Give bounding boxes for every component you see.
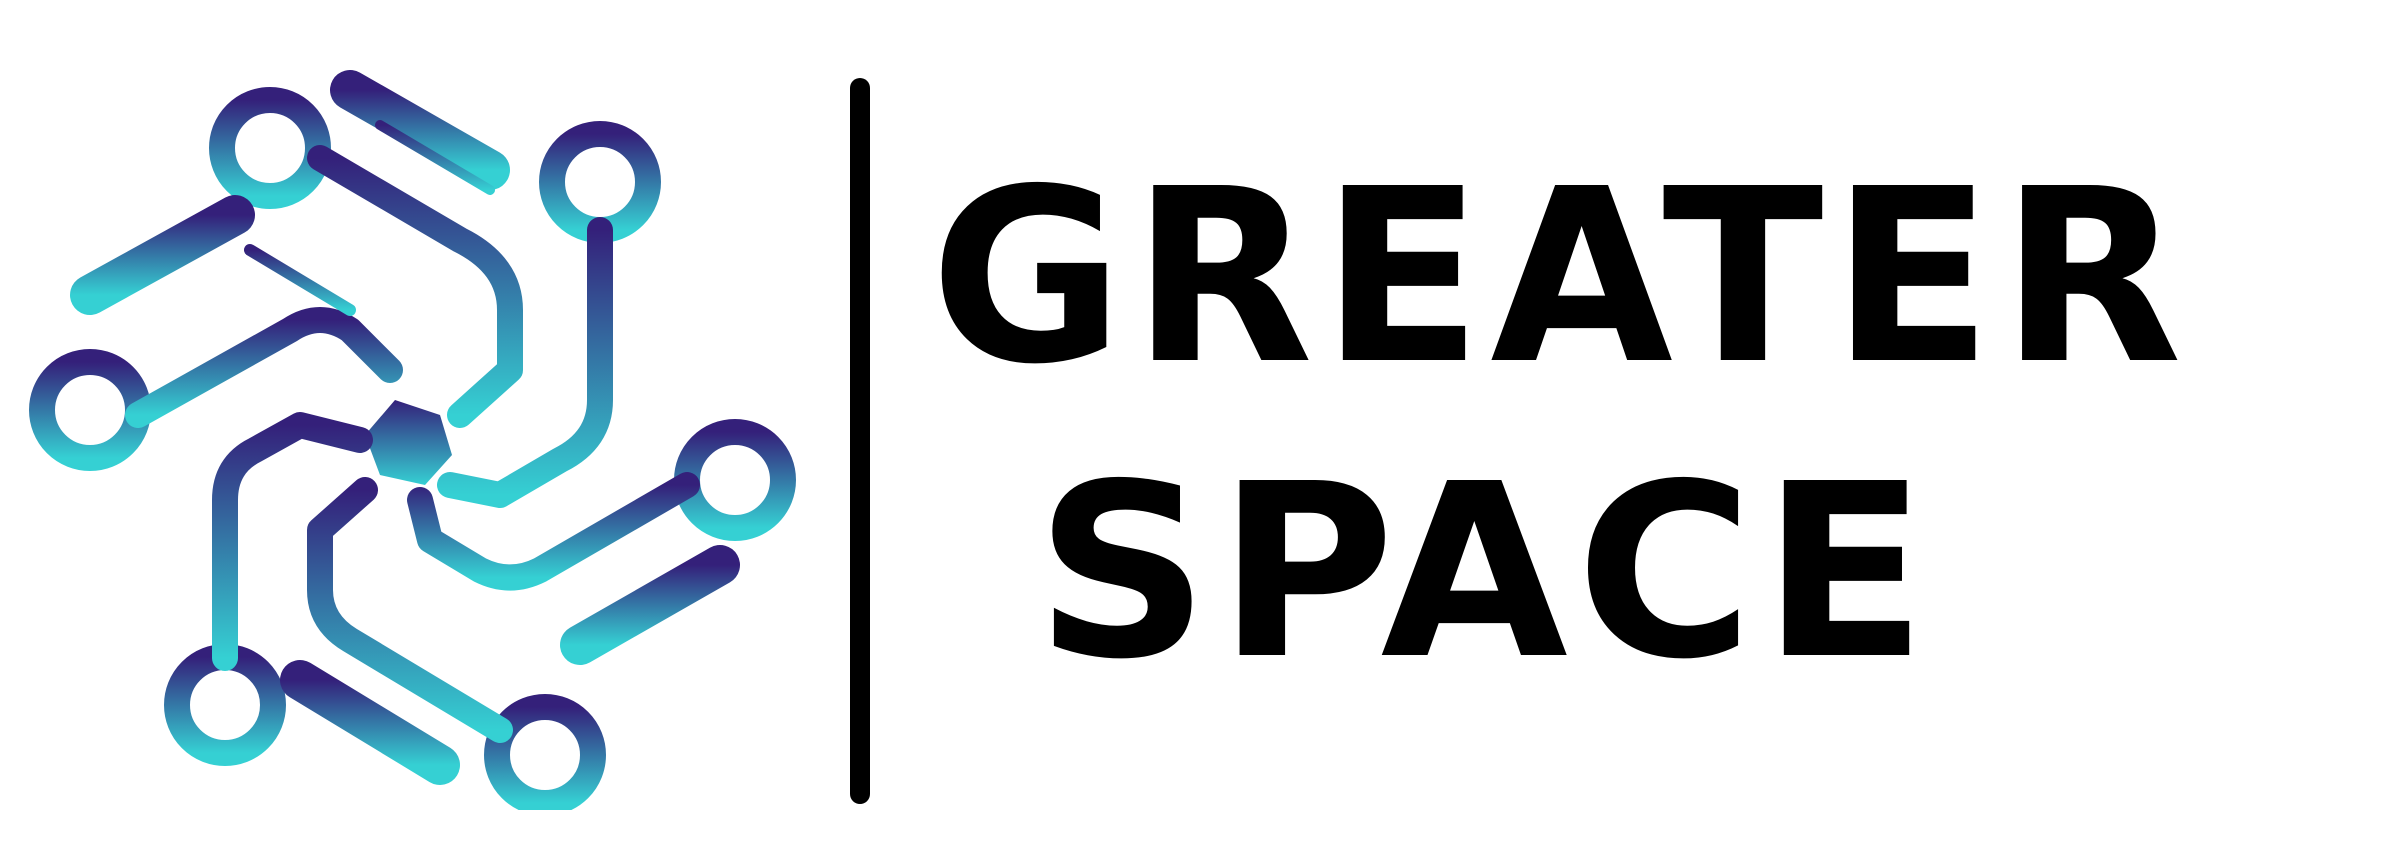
vertical-divider [850, 78, 870, 804]
logo-mark-icon [20, 70, 800, 816]
brand-name-line2: SPACE [1035, 432, 1935, 690]
wordmark: GREATER SPACE [930, 137, 2280, 712]
brand-name-line1: GREATER [930, 150, 2190, 417]
